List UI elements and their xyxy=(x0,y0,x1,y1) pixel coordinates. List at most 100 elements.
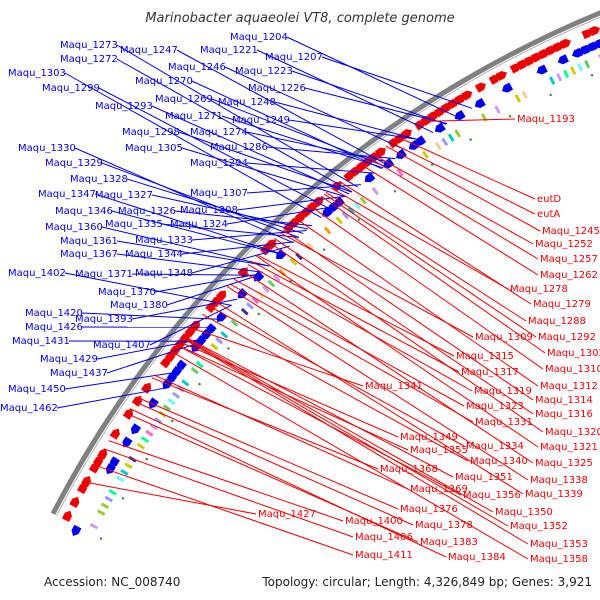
forward-connector xyxy=(131,298,238,320)
reverse-gene-arrow xyxy=(215,290,226,302)
gc-skew-dot xyxy=(198,382,201,386)
forward-gene-arrow xyxy=(557,54,569,65)
forward-gene-label: Maqu_1346 xyxy=(55,206,113,217)
reverse-gene-labels: Maqu_1193 eutD eutA Maqu_1245 Maqu_1252 Maqu_… xyxy=(258,114,600,565)
reverse-gene-arrow xyxy=(61,510,72,523)
reverse-gene-arrow xyxy=(80,476,92,488)
forward-connector xyxy=(176,49,388,166)
reverse-connector xyxy=(202,313,469,462)
forward-connector xyxy=(64,72,322,218)
forward-gene-label: Maqu_1226 xyxy=(248,83,306,94)
reverse-connector xyxy=(108,440,344,522)
forward-gene-label: Maqu_1326 xyxy=(118,206,176,217)
cog-category-mark xyxy=(149,423,158,431)
cog-category-mark xyxy=(396,168,404,177)
reverse-gene-arrow xyxy=(545,45,557,56)
forward-gene-label: Maqu_1204 xyxy=(230,32,288,43)
reverse-gene-arrow xyxy=(288,218,300,229)
reverse-gene-label: Maqu_1369 xyxy=(410,484,468,495)
cog-category-mark xyxy=(584,59,591,69)
forward-connector xyxy=(64,371,176,390)
reverse-gene-label: Maqu_1320 xyxy=(545,427,600,438)
reverse-gene-arrow xyxy=(88,462,100,474)
reverse-connector xyxy=(137,397,399,510)
forward-gene-label: Maqu_1308 xyxy=(180,205,238,216)
forward-gene-label: Maqu_1361 xyxy=(60,236,118,247)
reverse-connector xyxy=(325,191,527,322)
forward-gene-label: Maqu_1324 xyxy=(170,219,228,230)
reverse-gene-label: Maqu_1334 xyxy=(466,441,524,452)
genome-summary: Topology: circular; Length: 4,326,849 bp… xyxy=(261,575,592,589)
cog-category-mark xyxy=(577,63,584,72)
cog-category-mark xyxy=(521,90,528,99)
forward-gene-label: Maqu_1333 xyxy=(135,235,193,246)
reverse-connector xyxy=(241,270,534,464)
cog-category-mark xyxy=(289,257,298,266)
reverse-gene-arrow xyxy=(581,29,593,40)
forward-connector xyxy=(191,230,307,241)
reverse-gene-label: Maqu_1350 xyxy=(495,507,553,518)
forward-gene-labels: Maqu_1204 Maqu_1273 Maqu_1247 Maqu_1221 Maqu… xyxy=(0,32,323,414)
forward-gene-arrow xyxy=(167,372,178,383)
reverse-connector xyxy=(103,448,354,538)
reverse-connector xyxy=(269,242,544,433)
cog-category-mark xyxy=(371,187,380,196)
forward-gene-label: Maqu_1407 xyxy=(93,340,151,351)
reverse-gene-arrow xyxy=(92,455,104,467)
forward-gene-arrow xyxy=(109,456,120,468)
cog-category-mark xyxy=(556,72,563,82)
reverse-gene-label: Maqu_1325 xyxy=(535,458,593,469)
reverse-gene-arrow xyxy=(552,42,564,53)
forward-gene-label: Maqu_1462 xyxy=(0,403,58,414)
cog-category-mark xyxy=(89,523,99,530)
reverse-gene-arrow xyxy=(189,320,200,332)
forward-gene-arrow xyxy=(536,64,548,75)
cog-category-mark xyxy=(220,331,229,339)
cog-category-mark xyxy=(447,133,455,142)
reverse-connector xyxy=(295,218,539,387)
forward-gene-label: Maqu_1329 xyxy=(45,158,103,169)
forward-connector xyxy=(64,272,232,306)
reverse-gene-arrow xyxy=(516,59,529,70)
reverse-connector xyxy=(233,278,465,407)
cog-category-mark xyxy=(570,66,577,75)
reverse-connector xyxy=(274,238,534,415)
reverse-gene-arrow xyxy=(488,74,500,85)
reverse-gene-arrow xyxy=(164,351,175,363)
reverse-gene-label: Maqu_1312 xyxy=(540,381,598,392)
gc-skew-dot xyxy=(430,163,434,166)
reverse-gene-arrow xyxy=(413,120,426,131)
forward-connector xyxy=(56,387,164,409)
forward-gene-arrow xyxy=(237,287,248,299)
reverse-gene-label: Maqu_1316 xyxy=(535,409,593,420)
reverse-gene-label: Maqu_1341 xyxy=(365,381,423,392)
reverse-connector xyxy=(309,205,544,370)
gc-skew-dot xyxy=(508,115,512,118)
forward-connector xyxy=(221,115,384,169)
cog-category-mark xyxy=(262,285,270,293)
forward-connector xyxy=(274,101,422,141)
forward-gene-label: Maqu_1274 xyxy=(190,127,248,138)
forward-gene-label: Maqu_1246 xyxy=(168,62,226,73)
reverse-connector xyxy=(83,481,257,515)
cog-category-mark xyxy=(359,196,367,205)
reverse-connector xyxy=(321,195,546,354)
reverse-gene-label: Maqu_1340 xyxy=(470,456,528,467)
reverse-connector xyxy=(229,283,474,423)
forward-gene-label: Maqu_1431 xyxy=(12,336,70,347)
reverse-gene-arrow xyxy=(343,171,355,182)
forward-gene-label: Maqu_1273 xyxy=(60,40,118,51)
cog-category-mark xyxy=(251,296,260,305)
forward-connector xyxy=(291,70,447,125)
cog-category-mark xyxy=(549,76,556,85)
forward-gene-label: Maqu_1371 xyxy=(75,269,133,280)
gc-skew-dot xyxy=(322,248,326,251)
reverse-gene-label: Maqu_1355 xyxy=(410,445,468,456)
reverse-connector xyxy=(330,187,509,290)
forward-gene-label: Maqu_1450 xyxy=(8,384,66,395)
forward-gene-arrow xyxy=(206,323,217,334)
reverse-gene-label: Maqu_1384 xyxy=(448,552,506,563)
reverse-connector xyxy=(385,145,541,232)
reverse-gene-label: Maqu_1321 xyxy=(540,442,598,453)
cog-category-mark xyxy=(120,469,129,476)
